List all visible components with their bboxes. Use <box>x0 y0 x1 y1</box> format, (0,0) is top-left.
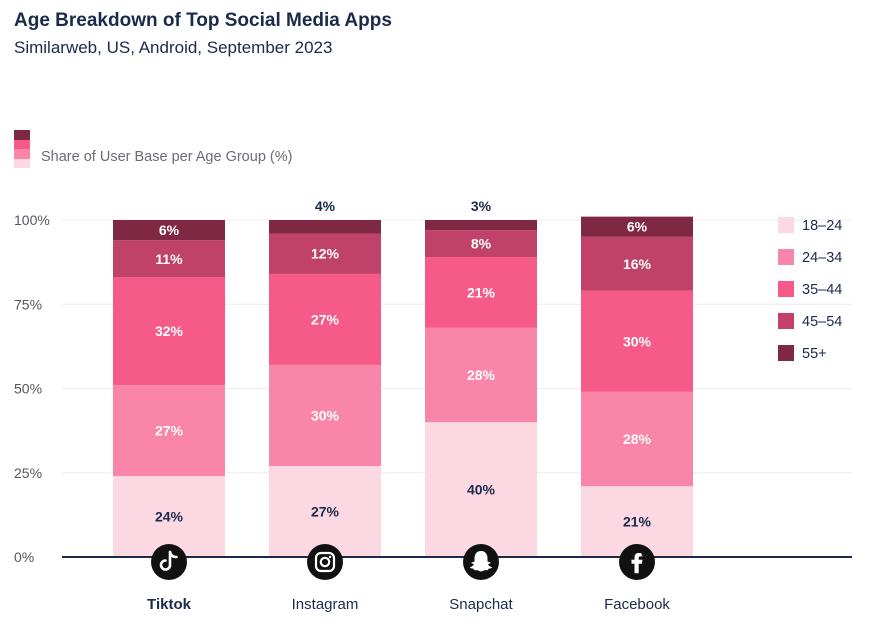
bar-tiktok-24-34 <box>113 385 225 477</box>
y-tick-label-0: 0% <box>14 549 34 565</box>
bar-snapchat-35-44 <box>425 257 537 328</box>
bar-facebook-45-54 <box>581 236 693 291</box>
y-tick-label-100: 100% <box>14 212 50 228</box>
bar-label-snapchat-35-44: 21% <box>467 284 496 300</box>
bar-tiktok-35-44 <box>113 277 225 386</box>
x-tick-label-instagram: Instagram <box>292 596 359 613</box>
bar-instagram-18-24 <box>269 466 381 557</box>
legend-swatch-35-44 <box>778 281 794 297</box>
bar-label-snapchat-18-24: 40% <box>467 482 496 498</box>
x-tick-label-tiktok: Tiktok <box>147 596 192 613</box>
bar-instagram-45-54 <box>269 233 381 274</box>
bar-instagram-35-44 <box>269 273 381 365</box>
bar-label-instagram-24-34: 30% <box>311 407 340 423</box>
legend-swatch-45-54 <box>778 313 794 329</box>
bar-tiktok-55+ <box>113 220 225 241</box>
bar-label-snapchat-55+: 3% <box>471 198 492 214</box>
bar-label-tiktok-55+: 6% <box>159 222 180 238</box>
x-tick-label-snapchat: Snapchat <box>449 596 513 613</box>
legend-label-24-34: 24–34 <box>802 250 842 266</box>
bar-label-facebook-55+: 6% <box>627 219 648 235</box>
bar-label-instagram-45-54: 12% <box>311 246 340 262</box>
legend-label-45-54: 45–54 <box>802 314 842 330</box>
bar-label-snapchat-45-54: 8% <box>471 236 492 252</box>
chart-title: Age Breakdown of Top Social Media Apps <box>14 10 392 31</box>
bar-tiktok-18-24 <box>113 476 225 557</box>
bar-label-snapchat-24-34: 28% <box>467 367 496 383</box>
bar-snapchat-45-54 <box>425 230 537 258</box>
bar-label-facebook-18-24: 21% <box>623 514 652 530</box>
bar-facebook-35-44 <box>581 290 693 392</box>
bar-snapchat-24-34 <box>425 327 537 423</box>
bar-label-facebook-45-54: 16% <box>623 256 652 272</box>
bar-instagram-55+ <box>269 220 381 234</box>
bar-tiktok-45-54 <box>113 240 225 278</box>
instagram-icon <box>307 544 343 580</box>
legend-swatch-55+ <box>778 345 794 361</box>
y-tick-label-25: 25% <box>14 465 42 481</box>
chart-subtitle: Similarweb, US, Android, September 2023 <box>14 38 333 57</box>
bar-facebook-55+ <box>581 216 693 237</box>
bar-label-facebook-24-34: 28% <box>623 431 652 447</box>
y-tick-label-75: 75% <box>14 296 42 312</box>
x-tick-label-facebook: Facebook <box>604 596 670 613</box>
legend-label-55+: 55+ <box>802 346 827 362</box>
legend-label-18-24: 18–24 <box>802 218 842 234</box>
bar-label-instagram-35-44: 27% <box>311 311 340 327</box>
legend-label-35-44: 35–44 <box>802 282 842 298</box>
legend-swatch-18-24 <box>778 217 794 233</box>
y-tick-label-50: 50% <box>14 381 42 397</box>
y-axis-caption-label: Share of User Base per Age Group (%) <box>41 149 293 165</box>
legend-swatch-24-34 <box>778 249 794 265</box>
bar-label-facebook-35-44: 30% <box>623 333 652 349</box>
bar-instagram-24-34 <box>269 364 381 467</box>
tiktok-icon <box>151 544 187 580</box>
caption-swatch-stack <box>14 130 30 168</box>
bar-label-tiktok-45-54: 11% <box>155 251 183 267</box>
bar-label-tiktok-35-44: 32% <box>155 323 184 339</box>
bar-snapchat-55+ <box>425 220 537 231</box>
bar-label-instagram-18-24: 27% <box>311 504 340 520</box>
bar-label-instagram-55+: 4% <box>315 198 336 214</box>
bar-label-tiktok-24-34: 27% <box>155 423 184 439</box>
bar-label-tiktok-18-24: 24% <box>155 509 184 525</box>
snapchat-icon <box>463 544 499 580</box>
y-axis-caption: Share of User Base per Age Group (%) <box>14 130 354 170</box>
facebook-icon <box>619 544 655 580</box>
bar-snapchat-18-24 <box>425 422 537 557</box>
bar-facebook-24-34 <box>581 391 693 487</box>
